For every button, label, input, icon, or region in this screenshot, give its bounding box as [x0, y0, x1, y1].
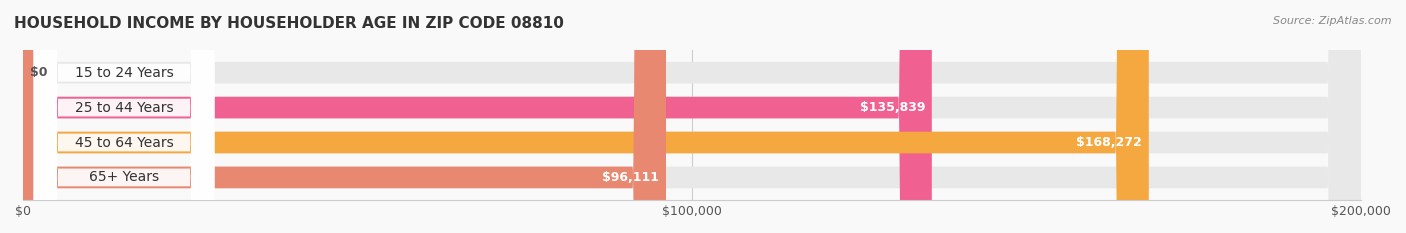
- Text: $96,111: $96,111: [602, 171, 659, 184]
- FancyBboxPatch shape: [22, 0, 666, 233]
- FancyBboxPatch shape: [22, 0, 932, 233]
- FancyBboxPatch shape: [22, 0, 1361, 233]
- Text: 45 to 64 Years: 45 to 64 Years: [75, 136, 173, 150]
- Text: 15 to 24 Years: 15 to 24 Years: [75, 66, 173, 80]
- FancyBboxPatch shape: [22, 0, 1361, 233]
- FancyBboxPatch shape: [34, 0, 214, 233]
- Text: HOUSEHOLD INCOME BY HOUSEHOLDER AGE IN ZIP CODE 08810: HOUSEHOLD INCOME BY HOUSEHOLDER AGE IN Z…: [14, 16, 564, 31]
- Text: $168,272: $168,272: [1077, 136, 1142, 149]
- FancyBboxPatch shape: [34, 0, 214, 233]
- Text: $0: $0: [30, 66, 48, 79]
- FancyBboxPatch shape: [22, 0, 1361, 233]
- FancyBboxPatch shape: [22, 0, 1361, 233]
- Text: $135,839: $135,839: [859, 101, 925, 114]
- Text: 25 to 44 Years: 25 to 44 Years: [75, 101, 173, 115]
- FancyBboxPatch shape: [34, 0, 214, 233]
- FancyBboxPatch shape: [22, 0, 1149, 233]
- Text: 65+ Years: 65+ Years: [89, 170, 159, 185]
- Text: Source: ZipAtlas.com: Source: ZipAtlas.com: [1274, 16, 1392, 26]
- FancyBboxPatch shape: [34, 0, 214, 233]
